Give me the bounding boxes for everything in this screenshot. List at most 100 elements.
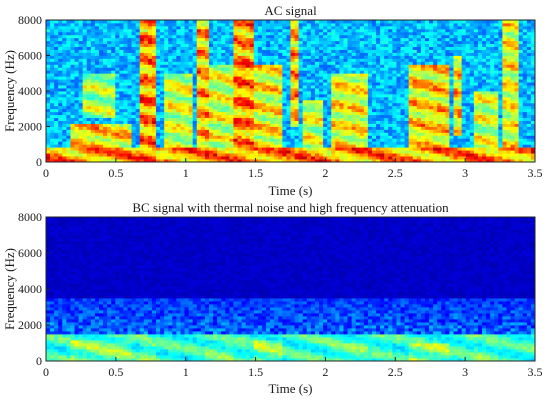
heatmap-cell <box>188 61 194 65</box>
heatmap-cell <box>172 144 177 148</box>
heatmap-cell <box>62 144 67 148</box>
heatmap-cell <box>249 126 255 130</box>
heatmap-cell <box>384 37 389 42</box>
heatmap-cell <box>172 91 177 95</box>
heatmap-cell <box>196 25 202 30</box>
heatmap-cell <box>156 102 161 107</box>
heatmap-cell <box>107 34 112 39</box>
heatmap-cell <box>151 129 157 133</box>
heatmap-cell <box>229 144 234 148</box>
heatmap-cell <box>237 40 243 45</box>
heatmap-cell <box>176 79 181 83</box>
heatmap-cell <box>363 46 369 50</box>
heatmap-cell <box>286 22 291 27</box>
heatmap-cell <box>335 37 340 42</box>
heatmap-cell <box>249 67 255 71</box>
heatmap-cell <box>54 28 59 33</box>
heatmap-cell <box>82 64 88 68</box>
heatmap-cell <box>457 108 463 113</box>
heatmap-cell <box>184 52 190 56</box>
heatmap-cell <box>217 102 222 107</box>
heatmap-cell <box>445 25 450 30</box>
heatmap-cell <box>94 31 100 36</box>
heatmap-cell <box>213 37 218 42</box>
heatmap-cell <box>233 88 238 92</box>
heatmap-cell <box>168 138 173 142</box>
heatmap-cell <box>192 25 198 30</box>
heatmap-cell <box>384 144 389 148</box>
heatmap-cell <box>388 111 393 116</box>
heatmap-cell <box>111 34 116 39</box>
heatmap-cell <box>196 132 202 136</box>
heatmap-cell <box>50 117 55 121</box>
heatmap-cell <box>465 96 471 101</box>
heatmap-cell <box>103 91 108 95</box>
heatmap-cell <box>261 22 267 27</box>
heatmap-cell <box>46 73 51 77</box>
heatmap-cell <box>465 153 471 157</box>
heatmap-cell <box>94 34 100 39</box>
heatmap-cell <box>323 20 328 24</box>
heatmap-cell <box>306 85 312 89</box>
heatmap-cell <box>290 58 295 62</box>
heatmap-cell <box>221 88 226 92</box>
heatmap-cell <box>302 91 308 95</box>
heatmap-cell <box>298 108 304 113</box>
heatmap-cell <box>46 49 51 53</box>
heatmap-cell <box>420 111 426 116</box>
heatmap-cell <box>457 102 463 107</box>
heatmap-cell <box>86 31 92 36</box>
heatmap-cell <box>282 43 287 48</box>
heatmap-cell <box>306 79 312 83</box>
heatmap-cell <box>143 34 149 39</box>
heatmap-cell <box>327 79 332 83</box>
heatmap-cell <box>78 144 84 148</box>
heatmap-cell <box>253 43 259 48</box>
heatmap-cell <box>115 34 120 39</box>
heatmap-cell <box>209 49 214 53</box>
heatmap-cell <box>176 91 181 95</box>
heatmap-cell <box>449 25 454 30</box>
heatmap-cell <box>416 67 422 71</box>
heatmap-cell <box>192 34 198 39</box>
heatmap-cell <box>351 28 357 33</box>
heatmap-cell <box>437 105 442 110</box>
heatmap-cell <box>221 102 226 107</box>
heatmap-cell <box>164 49 169 53</box>
heatmap-cell <box>359 147 365 151</box>
heatmap-cell <box>135 159 141 162</box>
heatmap-cell <box>188 73 194 77</box>
heatmap-cell <box>274 49 279 53</box>
heatmap-cell <box>441 49 446 53</box>
heatmap-cell <box>229 88 234 92</box>
heatmap-cell <box>98 55 104 59</box>
heatmap-cell <box>46 22 51 27</box>
heatmap-cell <box>261 114 267 119</box>
heatmap-cell <box>82 43 88 48</box>
heatmap-cell <box>372 96 377 101</box>
heatmap-cell <box>351 73 357 77</box>
heatmap-cell <box>261 147 267 151</box>
heatmap-cell <box>74 111 80 116</box>
heatmap-cell <box>94 96 100 101</box>
heatmap-cell <box>94 93 100 98</box>
heatmap-cell <box>445 61 450 65</box>
heatmap-cell <box>50 28 55 33</box>
heatmap-cell <box>143 79 149 83</box>
heatmap-cell <box>217 28 222 33</box>
heatmap-cell <box>314 34 320 39</box>
heatmap-cell <box>127 150 132 154</box>
heatmap-cell <box>241 120 247 124</box>
heatmap-cell <box>213 93 218 98</box>
heatmap-cell <box>46 25 51 30</box>
heatmap-cell <box>319 147 324 151</box>
heatmap-cell <box>457 43 463 48</box>
heatmap-cell <box>188 96 194 101</box>
heatmap-cell <box>274 147 279 151</box>
heatmap-cell <box>241 132 247 136</box>
heatmap-cell <box>282 144 287 148</box>
heatmap-cell <box>164 64 169 68</box>
heatmap-cell <box>70 22 75 27</box>
heatmap-cell <box>78 52 84 56</box>
heatmap-cell <box>323 147 328 151</box>
